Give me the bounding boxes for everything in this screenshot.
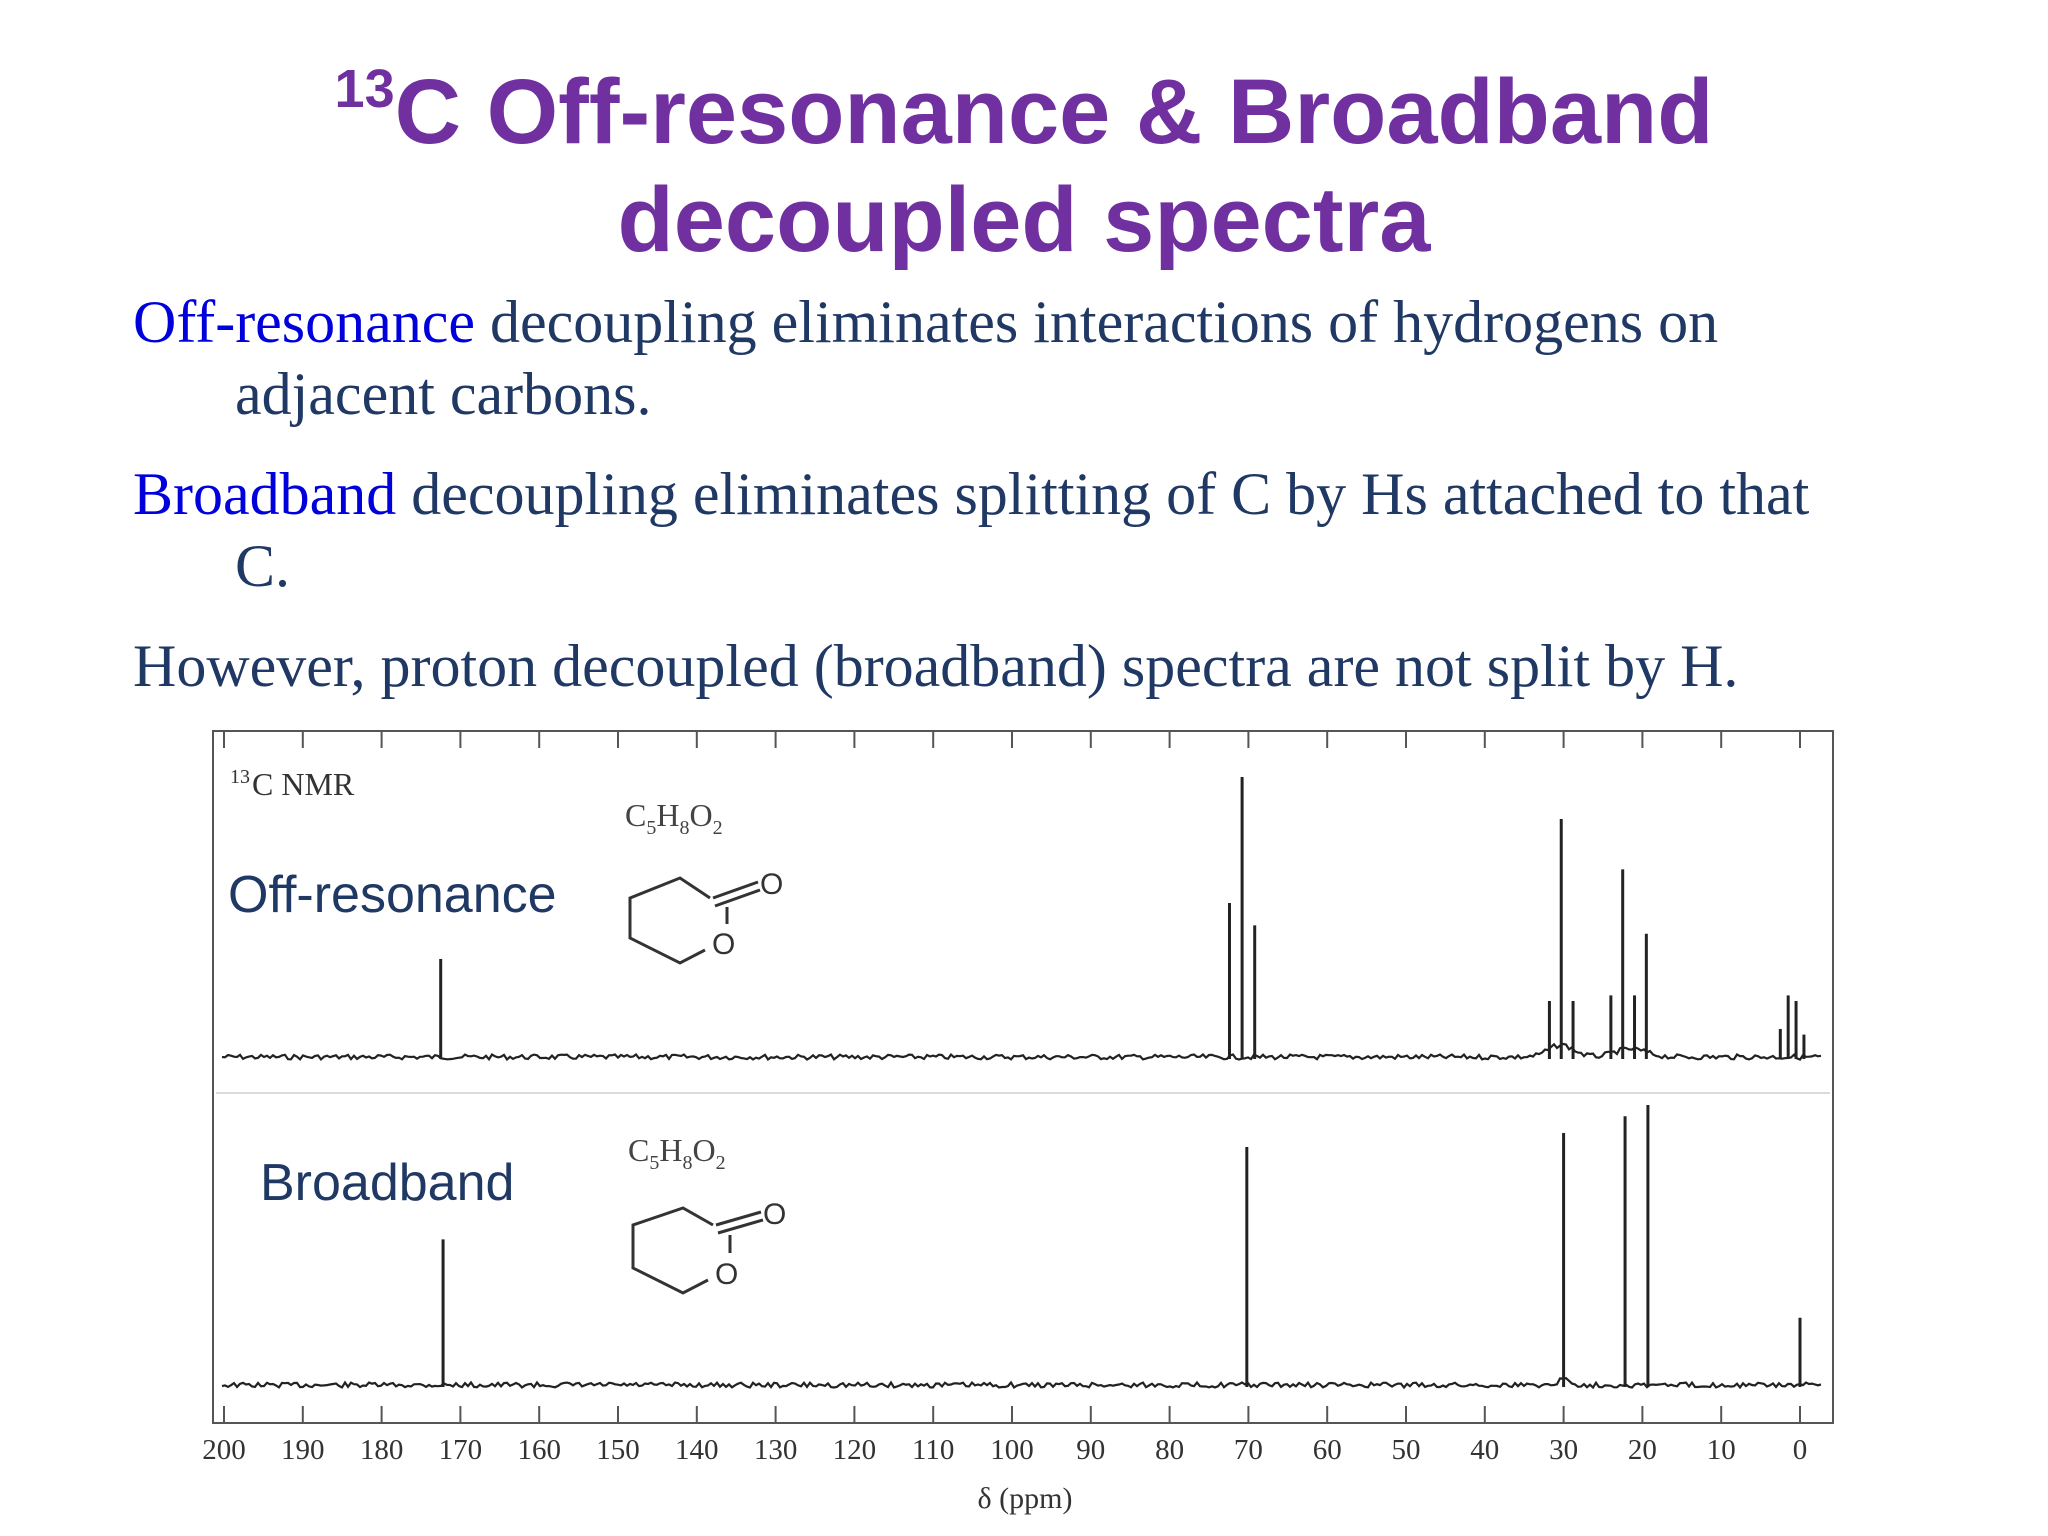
paragraph-2-continuation: C. — [235, 533, 291, 599]
lactone-structure-top — [628, 876, 761, 965]
baseline-noise — [221, 1377, 1822, 1390]
title-line-2: decoupled spectra — [617, 169, 1431, 271]
tick-label-110: 110 — [912, 1434, 954, 1466]
tick-label-130: 130 — [754, 1434, 798, 1466]
tick-label-80: 80 — [1155, 1434, 1184, 1466]
lactone-structure-bottom — [631, 1206, 764, 1295]
tick-label-180: 180 — [360, 1434, 404, 1466]
ring-oxygen-bottom: O — [715, 1258, 738, 1291]
tick-label-120: 120 — [833, 1434, 877, 1466]
chart-frame — [212, 730, 1834, 1424]
slide-title: 13C Off-resonance & Broadband decoupled … — [0, 58, 2048, 274]
x-axis-label: δ (ppm) — [978, 1482, 1073, 1515]
carbonyl-oxygen-bottom: O — [763, 1198, 786, 1231]
nmr-label: 13C NMR — [230, 766, 355, 802]
paragraph-off-resonance: Off-resonance decoupling eliminates inte… — [133, 286, 1953, 430]
ring-oxygen-top: O — [712, 928, 735, 961]
tick-label-20: 20 — [1628, 1434, 1657, 1466]
tick-label-200: 200 — [202, 1434, 246, 1466]
tick-label-190: 190 — [281, 1434, 325, 1466]
broadband-trace — [221, 1105, 1822, 1390]
title-line-1: 13C Off-resonance & Broadband — [0, 58, 2048, 166]
baseline-noise — [221, 1042, 1822, 1062]
series-label-broadband: Broadband — [260, 1154, 514, 1212]
tick-label-70: 70 — [1234, 1434, 1263, 1466]
tick-label-30: 30 — [1549, 1434, 1578, 1466]
term-broadband: Broadband — [133, 461, 397, 527]
tick-label-170: 170 — [439, 1434, 483, 1466]
title-superscript: 13 — [334, 59, 395, 119]
off-resonance-trace — [221, 777, 1822, 1062]
top-tick-marks — [223, 731, 1801, 748]
tick-label-100: 100 — [990, 1434, 1034, 1466]
bottom-tick-marks — [223, 1406, 1801, 1423]
tick-label-10: 10 — [1707, 1434, 1736, 1466]
tick-label-50: 50 — [1392, 1434, 1421, 1466]
tick-label-0: 0 — [1793, 1434, 1808, 1466]
paragraph-1-continuation: adjacent carbons. — [235, 361, 652, 427]
tick-label-150: 150 — [596, 1434, 640, 1466]
series-label-off-resonance: Off-resonance — [228, 866, 557, 924]
paragraph-2-text: decoupling eliminates splitting of C by … — [396, 461, 1810, 527]
tick-label-160: 160 — [517, 1434, 561, 1466]
x-tick-labels: 200 190 180 170 160 150 140 130 120 110 100 90 80 70 6… — [202, 1434, 1807, 1466]
molecular-formula-top: C5H8O2 — [625, 797, 723, 839]
tick-label-90: 90 — [1076, 1434, 1105, 1466]
tick-label-60: 60 — [1313, 1434, 1342, 1466]
term-off-resonance: Off-resonance — [133, 289, 476, 355]
carbonyl-oxygen-top: O — [760, 868, 783, 901]
tick-label-40: 40 — [1470, 1434, 1499, 1466]
paragraph-1-text: decoupling eliminates interactions of hy… — [475, 289, 1719, 355]
tick-label-140: 140 — [675, 1434, 719, 1466]
molecular-formula-bottom: C5H8O2 — [628, 1132, 726, 1174]
paragraph-broadband: Broadband decoupling eliminates splittin… — [133, 458, 1953, 602]
title-line-1-text: C Off-resonance & Broadband — [394, 61, 1714, 163]
paragraph-however: However, proton decoupled (broadband) sp… — [133, 633, 1739, 699]
